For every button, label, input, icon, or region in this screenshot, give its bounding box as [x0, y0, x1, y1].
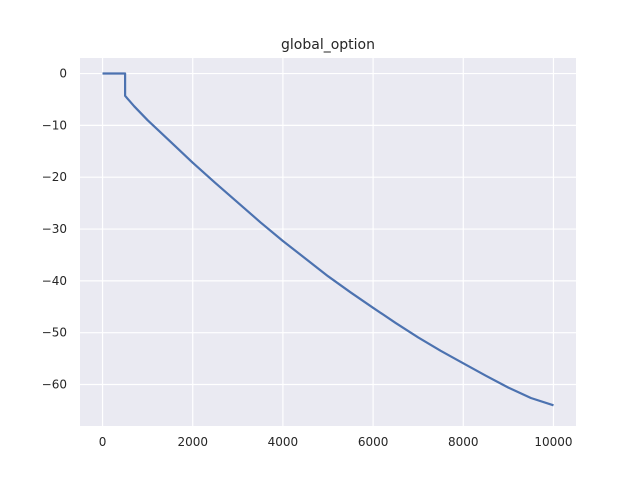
grid — [80, 58, 576, 426]
x-tick-label: 0 — [99, 435, 107, 449]
series-line — [102, 72, 554, 407]
y-tick-label: 0 — [59, 67, 67, 81]
y-tick-label: −30 — [42, 222, 67, 236]
y-axis: 0 −10 −20 −30 −40 −50 −60 — [42, 67, 67, 392]
y-tick-label: −10 — [42, 118, 67, 132]
y-tick-label: −60 — [42, 378, 67, 392]
y-tick-label: −40 — [42, 274, 67, 288]
chart-title: global_option — [281, 37, 375, 53]
y-tick-label: −50 — [42, 326, 67, 340]
plot-background — [80, 58, 576, 426]
x-axis: 0 2000 4000 6000 8000 10000 — [99, 435, 573, 449]
x-tick-label: 4000 — [268, 435, 299, 449]
x-tick-label: 2000 — [177, 435, 208, 449]
x-tick-label: 6000 — [358, 435, 389, 449]
x-tick-label: 8000 — [448, 435, 479, 449]
series-layer — [102, 72, 554, 407]
y-tick-label: −20 — [42, 170, 67, 184]
x-tick-label: 10000 — [534, 435, 572, 449]
